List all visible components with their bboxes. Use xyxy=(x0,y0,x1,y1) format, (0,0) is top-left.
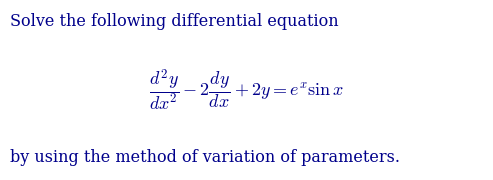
Text: $\dfrac{d^2y}{dx^2} - 2\dfrac{dy}{dx} + 2y = e^x \sin x$: $\dfrac{d^2y}{dx^2} - 2\dfrac{dy}{dx} + … xyxy=(149,67,344,113)
Text: by using the method of variation of parameters.: by using the method of variation of para… xyxy=(10,149,400,166)
Text: Solve the following differential equation: Solve the following differential equatio… xyxy=(10,13,339,30)
